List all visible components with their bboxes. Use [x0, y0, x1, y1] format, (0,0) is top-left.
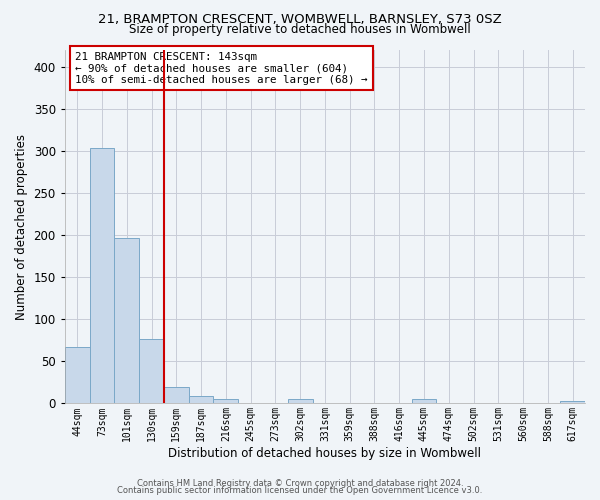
- Y-axis label: Number of detached properties: Number of detached properties: [15, 134, 28, 320]
- Bar: [65, 347, 89, 404]
- Bar: [139, 338, 164, 404]
- Text: Contains HM Land Registry data © Crown copyright and database right 2024.: Contains HM Land Registry data © Crown c…: [137, 478, 463, 488]
- Text: 21 BRAMPTON CRESCENT: 143sqm
← 90% of detached houses are smaller (604)
10% of s: 21 BRAMPTON CRESCENT: 143sqm ← 90% of de…: [75, 52, 368, 85]
- Bar: [89, 148, 115, 404]
- Bar: [412, 399, 436, 404]
- Bar: [188, 396, 214, 404]
- Bar: [164, 388, 188, 404]
- Text: 21, BRAMPTON CRESCENT, WOMBWELL, BARNSLEY, S73 0SZ: 21, BRAMPTON CRESCENT, WOMBWELL, BARNSLE…: [98, 12, 502, 26]
- Text: Contains public sector information licensed under the Open Government Licence v3: Contains public sector information licen…: [118, 486, 482, 495]
- X-axis label: Distribution of detached houses by size in Wombwell: Distribution of detached houses by size …: [169, 447, 481, 460]
- Bar: [560, 401, 585, 404]
- Bar: [115, 238, 139, 404]
- Text: Size of property relative to detached houses in Wombwell: Size of property relative to detached ho…: [129, 22, 471, 36]
- Bar: [288, 399, 313, 404]
- Bar: [214, 399, 238, 404]
